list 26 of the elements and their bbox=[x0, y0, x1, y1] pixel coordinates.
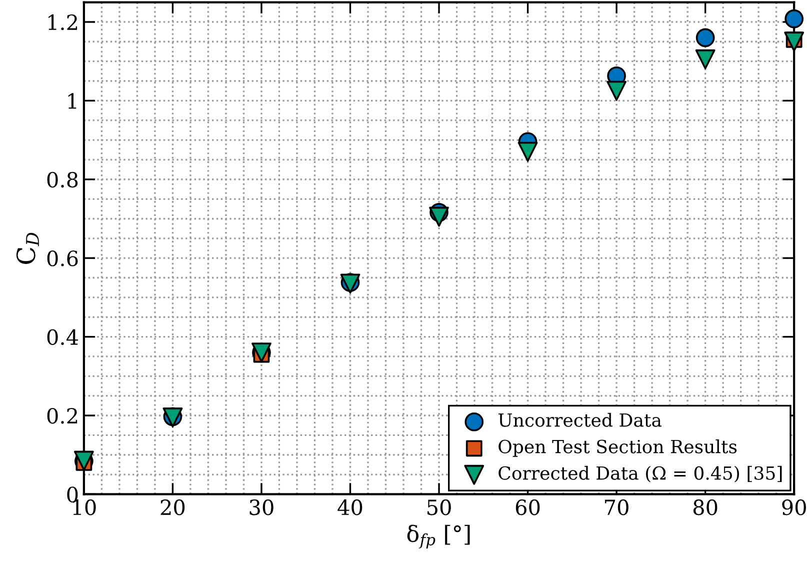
x-tick-label: 20 bbox=[160, 499, 185, 516]
legend-label: Open Test Section Results bbox=[498, 439, 737, 457]
y-axis-title: C$_{D}$ bbox=[16, 232, 39, 264]
x-tick-label: 50 bbox=[428, 499, 451, 516]
x-tick-label: 30 bbox=[250, 499, 274, 516]
y-tick-label: 0.2 bbox=[47, 408, 78, 424]
legend-label: Uncorrected Data bbox=[498, 412, 662, 427]
point bbox=[784, 9, 804, 28]
legend-label: Corrected Data (Ω = 0.45) [35] bbox=[498, 466, 782, 482]
x-tick-label: 60 bbox=[516, 499, 540, 516]
y-tick-label: 0.8 bbox=[47, 172, 78, 188]
y-tick-label: 1.2 bbox=[48, 14, 78, 30]
point bbox=[429, 206, 449, 227]
y-tick-label: 0.6 bbox=[47, 250, 78, 266]
x-axis-title: δ$_{fp}$ [°] bbox=[407, 524, 470, 548]
y-tick-label: 0.4 bbox=[47, 329, 78, 346]
y-tick-label: 1 bbox=[68, 93, 76, 109]
point bbox=[784, 32, 804, 52]
point bbox=[695, 49, 716, 70]
x-tick-label: 80 bbox=[693, 499, 718, 516]
point bbox=[696, 28, 715, 48]
x-tick-label: 40 bbox=[338, 499, 362, 516]
x-tick-label: 90 bbox=[782, 499, 806, 516]
point bbox=[518, 142, 538, 162]
x-tick-label: 70 bbox=[605, 499, 628, 516]
point bbox=[606, 80, 627, 101]
